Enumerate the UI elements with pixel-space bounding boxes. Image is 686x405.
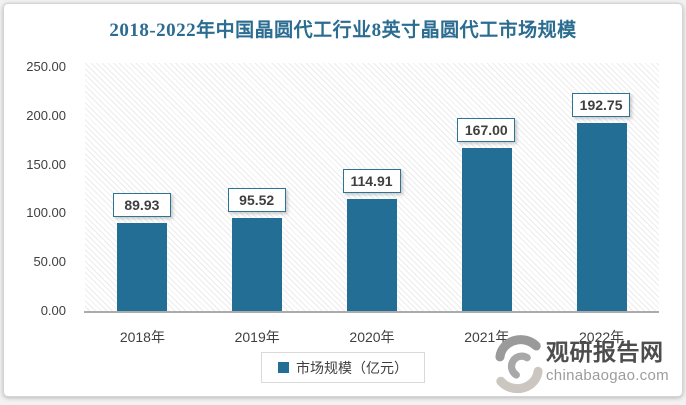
watermark-name: 观研报告网 <box>546 339 664 365</box>
legend-marker <box>278 362 289 373</box>
watermark-domain: chinabaogao.com <box>546 367 669 384</box>
x-tick-label: 2022年 <box>579 329 625 345</box>
y-tick-label: 200.00 <box>26 107 66 123</box>
y-tick-label: 150.00 <box>26 156 66 172</box>
bar-2022年 <box>576 122 627 311</box>
bar-value-label: 167.00 <box>457 118 516 142</box>
bar-2019年 <box>232 217 283 311</box>
y-tick-label: 100.00 <box>26 205 66 221</box>
bar-value-label: 89.93 <box>112 193 171 218</box>
chart-title: 2018-2022年中国晶圆代工行业8英寸晶圆代工市场规模 <box>109 20 577 41</box>
watermark-text: 观研报告网 chinabaogao.com <box>546 334 669 385</box>
x-tick-label: 2020年 <box>349 329 395 345</box>
x-axis-line <box>84 311 659 313</box>
x-tick-label: 2019年 <box>234 329 280 345</box>
bar-2021年 <box>461 148 512 311</box>
y-tick-label: 250.00 <box>26 59 66 74</box>
bar-value-label: 114.91 <box>342 168 401 193</box>
legend-label: 市场规模（亿元） <box>296 359 408 376</box>
y-tick-label: 50.00 <box>33 254 66 270</box>
bar-2018年 <box>117 223 168 311</box>
legend: 市场规模（亿元） <box>261 352 425 383</box>
bar-2020年 <box>347 198 397 311</box>
watermark-logo: 观研报告网 chinabaogao.com <box>490 334 682 398</box>
bar-value-label: 95.52 <box>227 187 286 212</box>
x-tick-label: 2018年 <box>119 329 165 345</box>
swirl-logo-icon <box>495 335 543 394</box>
bar-value-label: 192.75 <box>572 92 631 117</box>
y-tick-label: 0.00 <box>40 303 66 318</box>
x-tick-label: 2021年 <box>464 329 510 345</box>
